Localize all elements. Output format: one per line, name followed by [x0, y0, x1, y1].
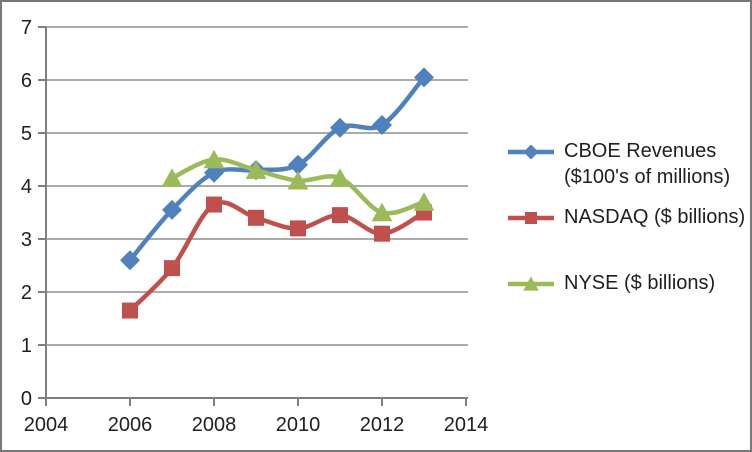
square-legend-marker-icon	[525, 212, 537, 224]
legend-label-nyse: NYSE ($ billions)	[564, 272, 716, 294]
x-axis-tick-label: 2012	[360, 414, 405, 436]
legend-sample-nasdaq	[508, 212, 554, 224]
legend-item-cboe: CBOE Revenues ($100's of millions)	[508, 138, 730, 190]
diamond-marker-icon	[120, 250, 140, 271]
y-axis-tick-label: 6	[21, 70, 32, 92]
legend-item-nyse: NYSE ($ billions)	[508, 270, 715, 296]
triangle-marker-icon	[329, 168, 351, 187]
y-axis-tick-label: 5	[21, 123, 32, 145]
diamond-marker-icon	[162, 199, 182, 220]
legend-label-cboe-line2: ($100's of millions)	[564, 166, 731, 188]
diamond-marker-icon	[372, 115, 392, 136]
x-axis-tick-label: 2006	[108, 414, 153, 436]
diamond-marker-icon	[330, 117, 350, 138]
square-marker-icon	[248, 209, 264, 226]
triangle-marker-icon	[161, 168, 183, 187]
legend-label-nasdaq: NASDAQ ($ billions)	[564, 206, 746, 228]
square-marker-icon	[122, 302, 138, 319]
square-marker-icon	[164, 260, 180, 277]
square-marker-icon	[374, 225, 390, 242]
x-axis-tick-label: 2008	[192, 414, 237, 436]
diamond-marker-icon	[414, 67, 434, 88]
square-marker-icon	[206, 196, 222, 213]
x-axis-tick-label: 2010	[276, 414, 321, 436]
y-axis-tick-label: 4	[21, 176, 32, 198]
triangle-marker-icon	[203, 149, 225, 169]
square-marker-icon	[290, 220, 306, 237]
triangle-marker-icon	[245, 160, 267, 179]
y-axis-tick-label: 3	[21, 229, 32, 251]
legend-label-cboe-line1: CBOE Revenues	[564, 140, 717, 162]
y-axis-tick-label: 0	[21, 388, 32, 410]
y-axis-tick-label: 2	[21, 282, 32, 304]
triangle-marker-icon	[287, 170, 309, 190]
triangle-marker-icon	[413, 192, 435, 211]
diamond-marker-icon	[288, 154, 308, 175]
y-axis-tick-label: 7	[21, 17, 32, 39]
diamond-legend-marker-icon	[523, 144, 539, 160]
triangle-legend-marker-icon	[523, 276, 539, 291]
legend-item-nasdaq: NASDAQ ($ billions)	[508, 204, 745, 230]
x-axis-tick-label: 2004	[24, 414, 69, 436]
triangle-marker-icon	[371, 202, 393, 222]
legend-sample-cboe	[508, 144, 554, 160]
square-marker-icon	[332, 207, 348, 224]
x-axis-tick-label: 2014	[444, 414, 489, 436]
y-axis-tick-label: 1	[21, 335, 32, 357]
legend-label-cboe: CBOE Revenues ($100's of millions)	[564, 138, 730, 190]
legend-sample-nyse	[508, 276, 554, 291]
